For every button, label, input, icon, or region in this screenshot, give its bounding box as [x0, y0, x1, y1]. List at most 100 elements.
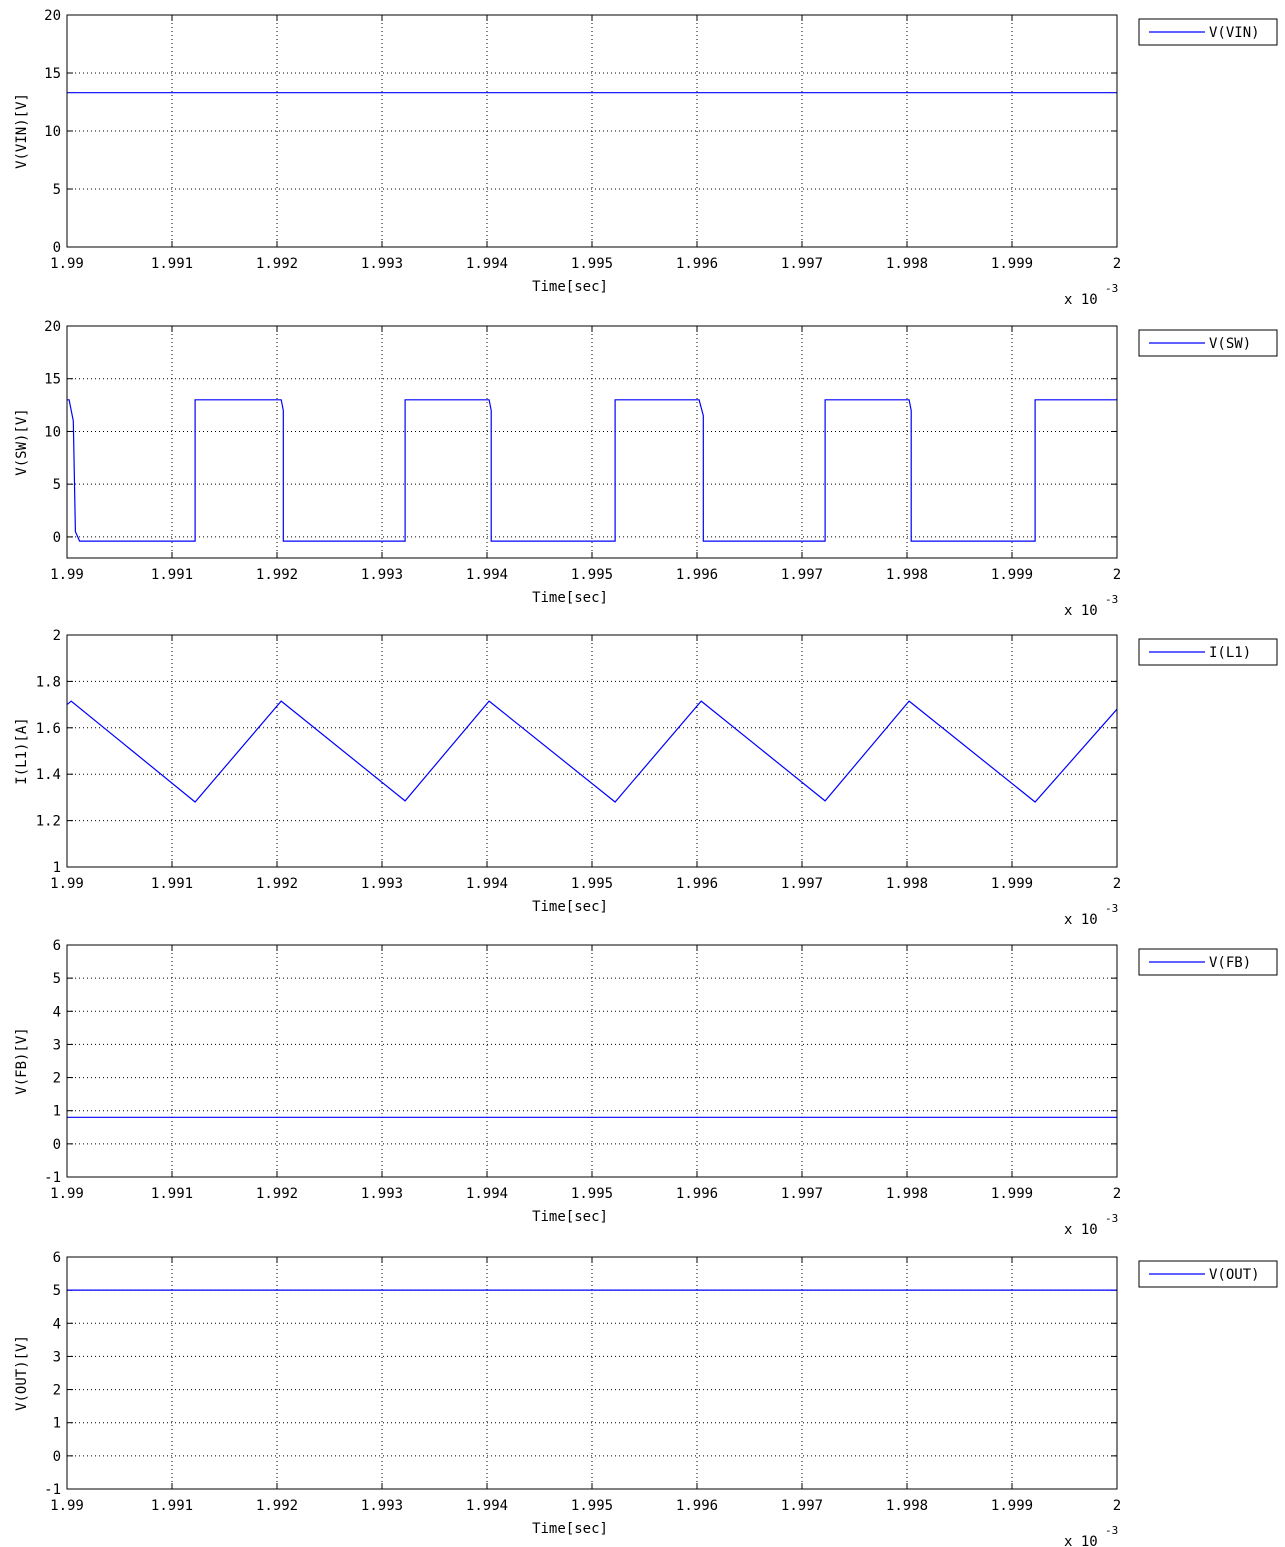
- x-axis-label: Time[sec]: [532, 279, 608, 295]
- x-tick-label: 1.999: [991, 567, 1033, 583]
- chart-panel-3: 1.99 1.991 1.992 1.993 1.994 1.995 1.996 1.997 1…: [14, 628, 1278, 928]
- x-tick-label: 1.994: [466, 256, 508, 272]
- y-tick-label: 2: [53, 1383, 61, 1399]
- legend: I(L1): [1138, 638, 1278, 666]
- y-axis-label: V(VIN)[V]: [14, 93, 30, 169]
- y-tick-label: 6: [53, 938, 61, 954]
- x-axis-label: Time[sec]: [532, 899, 608, 915]
- x-tick-label: 1.992: [256, 876, 298, 892]
- x-tick-label: 1.995: [571, 1186, 613, 1202]
- y-tick-label: 1: [53, 860, 61, 876]
- x-tick-label: 1.997: [781, 1498, 823, 1514]
- x-tick-label: 1.995: [571, 567, 613, 583]
- y-tick-label: 3: [53, 1349, 61, 1365]
- y-tick-label: 2: [53, 1071, 61, 1087]
- x-axis-exponent: x 10: [1064, 912, 1098, 928]
- x-tick-label: 1.995: [571, 876, 613, 892]
- x-axis-label: Time[sec]: [532, 1209, 608, 1225]
- y-tick-label: 1.8: [36, 674, 61, 690]
- x-axis-label: Time[sec]: [532, 1521, 608, 1537]
- x-tick-label: 1.999: [991, 876, 1033, 892]
- y-tick-label: 2: [53, 628, 61, 644]
- y-tick-label: 5: [53, 971, 61, 987]
- x-tick-label: 1.993: [361, 1498, 403, 1514]
- x-tick-label: 1.996: [676, 1186, 718, 1202]
- x-tick-label: 1.993: [361, 876, 403, 892]
- x-tick-label: 1.991: [151, 876, 193, 892]
- y-tick-label: 1.2: [36, 814, 61, 830]
- x-tick-label: 1.992: [256, 256, 298, 272]
- legend-label: V(OUT): [1209, 1267, 1260, 1283]
- chart-panel-2: 1.99 1.991 1.992 1.993 1.994 1.995 1.996 1.997 1…: [14, 319, 1278, 619]
- y-tick-label: 15: [44, 372, 61, 388]
- y-tick-label: 1.6: [36, 721, 61, 737]
- axes-box: [66, 944, 1118, 1178]
- x-tick-label: 1.994: [466, 567, 508, 583]
- x-tick-label: 1.993: [361, 567, 403, 583]
- y-tick-label: 3: [53, 1037, 61, 1053]
- axes-box: [66, 634, 1118, 868]
- y-tick-label: 10: [44, 124, 61, 140]
- x-tick-label: 1.999: [991, 1498, 1033, 1514]
- y-axis-label: V(FB)[V]: [14, 1027, 30, 1094]
- legend-label: I(L1): [1209, 645, 1251, 661]
- x-tick-label: 1.99: [50, 1186, 84, 1202]
- y-tick-label: 0: [53, 1137, 61, 1153]
- x-tick-label: 1.99: [50, 1498, 84, 1514]
- y-tick-label: 0: [53, 1449, 61, 1465]
- axes-box: [66, 14, 1118, 248]
- y-tick-label: 15: [44, 66, 61, 82]
- legend-label: V(FB): [1209, 955, 1251, 971]
- x-tick-label: 1.995: [571, 256, 613, 272]
- series-line-V(SW): [67, 399, 1117, 542]
- x-tick-label: 1.997: [781, 1186, 823, 1202]
- x-tick-label: 1.998: [886, 567, 928, 583]
- y-tick-label: 4: [53, 1316, 61, 1332]
- x-tick-label: 1.995: [571, 1498, 613, 1514]
- y-tick-label: 0: [53, 530, 61, 546]
- x-tick-label: 2: [1113, 256, 1121, 272]
- x-tick-label: 1.999: [991, 256, 1033, 272]
- x-axis-exponent: x 10: [1064, 603, 1098, 619]
- x-tick-label: 1.991: [151, 1498, 193, 1514]
- x-tick-label: 1.996: [676, 567, 718, 583]
- x-tick-label: 1.996: [676, 256, 718, 272]
- y-tick-label: 5: [53, 477, 61, 493]
- x-tick-label: 1.998: [886, 1498, 928, 1514]
- y-axis-label: V(SW)[V]: [14, 408, 30, 475]
- x-tick-label: 1.996: [676, 1498, 718, 1514]
- x-tick-label: 1.992: [256, 567, 298, 583]
- x-tick-label: 2: [1113, 567, 1121, 583]
- chart-panel-5: 1.99 1.991 1.992 1.993 1.994 1.995 1.996 1.997 1…: [14, 1250, 1278, 1547]
- x-tick-label: 1.998: [886, 876, 928, 892]
- x-axis-exponent-power: -3: [1105, 593, 1118, 606]
- x-tick-label: 1.991: [151, 1186, 193, 1202]
- y-tick-label: 1: [53, 1416, 61, 1432]
- x-tick-label: 1.992: [256, 1498, 298, 1514]
- x-tick-label: 2: [1113, 1498, 1121, 1514]
- y-axis-label: V(OUT)[V]: [14, 1335, 30, 1411]
- x-tick-label: 1.994: [466, 876, 508, 892]
- x-axis-exponent-power: -3: [1105, 282, 1118, 295]
- legend: V(FB): [1138, 948, 1278, 976]
- y-tick-label: -1: [44, 1482, 61, 1498]
- axes-box: [66, 325, 1118, 559]
- y-tick-label: 20: [44, 319, 61, 335]
- x-tick-label: 2: [1113, 1186, 1121, 1202]
- y-tick-label: 0: [53, 240, 61, 256]
- x-axis-label: Time[sec]: [532, 590, 608, 606]
- legend-label: V(VIN): [1209, 25, 1260, 41]
- legend: V(OUT): [1138, 1260, 1278, 1288]
- y-tick-label: -1: [44, 1170, 61, 1186]
- y-axis-label: I(L1)[A]: [14, 717, 30, 784]
- x-tick-label: 1.998: [886, 256, 928, 272]
- x-tick-label: 1.992: [256, 1186, 298, 1202]
- x-tick-label: 1.994: [466, 1498, 508, 1514]
- y-tick-label: 6: [53, 1250, 61, 1266]
- x-tick-label: 1.997: [781, 256, 823, 272]
- x-tick-label: 1.994: [466, 1186, 508, 1202]
- y-tick-label: 20: [44, 8, 61, 24]
- x-axis-exponent: x 10: [1064, 1222, 1098, 1238]
- x-tick-label: 1.997: [781, 876, 823, 892]
